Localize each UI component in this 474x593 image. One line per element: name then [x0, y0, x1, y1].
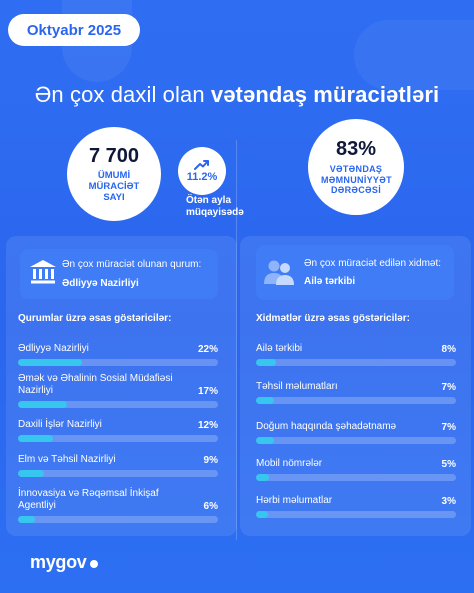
institution-name: Əmək və Əhalinin Sosial Müdafiəsi Nazirl… [18, 373, 173, 396]
institution-bar-fill [18, 401, 68, 408]
change-circle: 11.2% [178, 147, 226, 195]
institution-percent: 17% [197, 386, 218, 397]
institution-bar-fill [18, 435, 53, 442]
service-bar-track [256, 511, 456, 518]
service-name: Doğum haqqında şəhadətnamə [256, 421, 397, 432]
service-name: Mobil nömrələr [256, 458, 323, 469]
institution-row: Daxili İşlər Nazirliyi 12% [18, 418, 218, 442]
institution-row: Elm və Təhsil Nazirliyi 9% [18, 453, 218, 477]
logo-dot [89, 560, 98, 568]
building-columns-icon [30, 260, 56, 284]
satisfaction-circle: 83% VƏTƏNDAŞ MƏMNUNİYYƏT DƏRƏCƏSİ [308, 119, 404, 215]
mygov-logo: mygov [30, 552, 98, 573]
service-bar-fill [256, 397, 274, 404]
institutions-heading: Qurumlar üzrə əsas göstəricilər: [18, 313, 172, 324]
service-percent: 7% [441, 382, 456, 393]
satisfaction-value: 83% [335, 138, 377, 161]
institution-name: Daxili İşlər Nazirliyi [18, 419, 102, 430]
service-percent: 3% [441, 496, 456, 507]
satisfaction-label: VƏTƏNDAŞ MƏMNUNİYYƏT DƏRƏCƏSİ [321, 164, 392, 196]
total-requests-circle: 7 700 ÜMUMİ MÜRACİƏT SAYI [67, 127, 161, 221]
total-requests-label: ÜMUMİ MÜRACİƏT SAYI [88, 170, 140, 203]
institution-row: Əmək və Əhalinin Sosial Müdafiəsi Nazirl… [18, 373, 218, 408]
institution-percent: 9% [203, 455, 218, 466]
institution-bar-fill [18, 516, 36, 523]
change-value: 11.2% [186, 171, 218, 183]
services-heading: Xidmətlər üzrə əsas göstəricilər: [256, 313, 410, 324]
top-service-box: Ən çox müraciət edilən xidmət: Ailə tərk… [256, 245, 454, 300]
page-title: Ən çox daxil olan vətəndaş müraciətləri [0, 82, 474, 108]
change-label: Ötən ayla müqayisədə [186, 195, 244, 218]
institution-bar-track [18, 516, 218, 523]
institution-bar-fill [18, 470, 45, 477]
top-institution-label: Ən çox müraciət olunan qurum: [62, 259, 202, 270]
institution-row: İnnovasiya və Rəqəmsal İnkişaf Agentliyi… [18, 488, 218, 523]
service-percent: 5% [441, 459, 456, 470]
service-name: Təhsil məlumatları [256, 381, 338, 392]
trend-up-icon [194, 160, 209, 170]
institution-bar-track [18, 401, 218, 408]
service-bar-track [256, 474, 456, 481]
top-institution-box: Ən çox müraciət olunan qurum: Ədliyyə Na… [20, 249, 218, 299]
institution-bar-track [18, 359, 218, 366]
institution-name: Ədliyyə Nazirliyi [18, 343, 89, 354]
institution-row: Ədliyyə Nazirliyi 22% [18, 340, 218, 366]
center-divider [236, 140, 237, 540]
institution-bar-fill [18, 359, 82, 366]
service-bar-fill [256, 437, 274, 444]
service-bar-track [256, 437, 456, 444]
top-institution-value: Ədliyyə Nazirliyi [62, 278, 139, 289]
institution-percent: 22% [197, 344, 218, 355]
page-title-regular: Ən çox daxil olan [34, 82, 211, 107]
mygov-logo-text: mygov [30, 552, 87, 572]
institution-name: İnnovasiya və Rəqəmsal İnkişaf Agentliyi [18, 488, 159, 511]
service-bar-fill [256, 511, 268, 518]
total-requests-value: 7 700 [88, 145, 140, 167]
service-row: Doğum haqqında şəhadətnamə 7% [256, 420, 456, 444]
top-service-value: Ailə tərkibi [304, 276, 356, 287]
service-bar-fill [256, 359, 276, 366]
service-name: Hərbi məlumatlar [256, 495, 333, 506]
service-name: Ailə tərkibi [256, 343, 303, 354]
institution-percent: 12% [197, 420, 218, 431]
top-service-label: Ən çox müraciət edilən xidmət: [304, 258, 442, 269]
service-row: Hərbi məlumatlar 3% [256, 494, 456, 518]
page-title-bold: vətəndaş müraciətləri [210, 82, 440, 107]
institution-bar-track [18, 470, 218, 477]
institution-percent: 6% [203, 501, 218, 512]
service-row: Ailə tərkibi 8% [256, 340, 456, 366]
service-row: Təhsil məlumatları 7% [256, 380, 456, 404]
service-bar-fill [256, 474, 269, 481]
family-users-icon [264, 260, 294, 285]
institution-bar-track [18, 435, 218, 442]
service-bar-track [256, 359, 456, 366]
service-percent: 7% [441, 422, 456, 433]
background-shape [354, 20, 474, 90]
service-row: Mobil nömrələr 5% [256, 457, 456, 481]
date-badge: Oktyabr 2025 [8, 14, 140, 46]
institution-name: Elm və Təhsil Nazirliyi [18, 454, 116, 465]
service-bar-track [256, 397, 456, 404]
service-percent: 8% [441, 344, 456, 355]
